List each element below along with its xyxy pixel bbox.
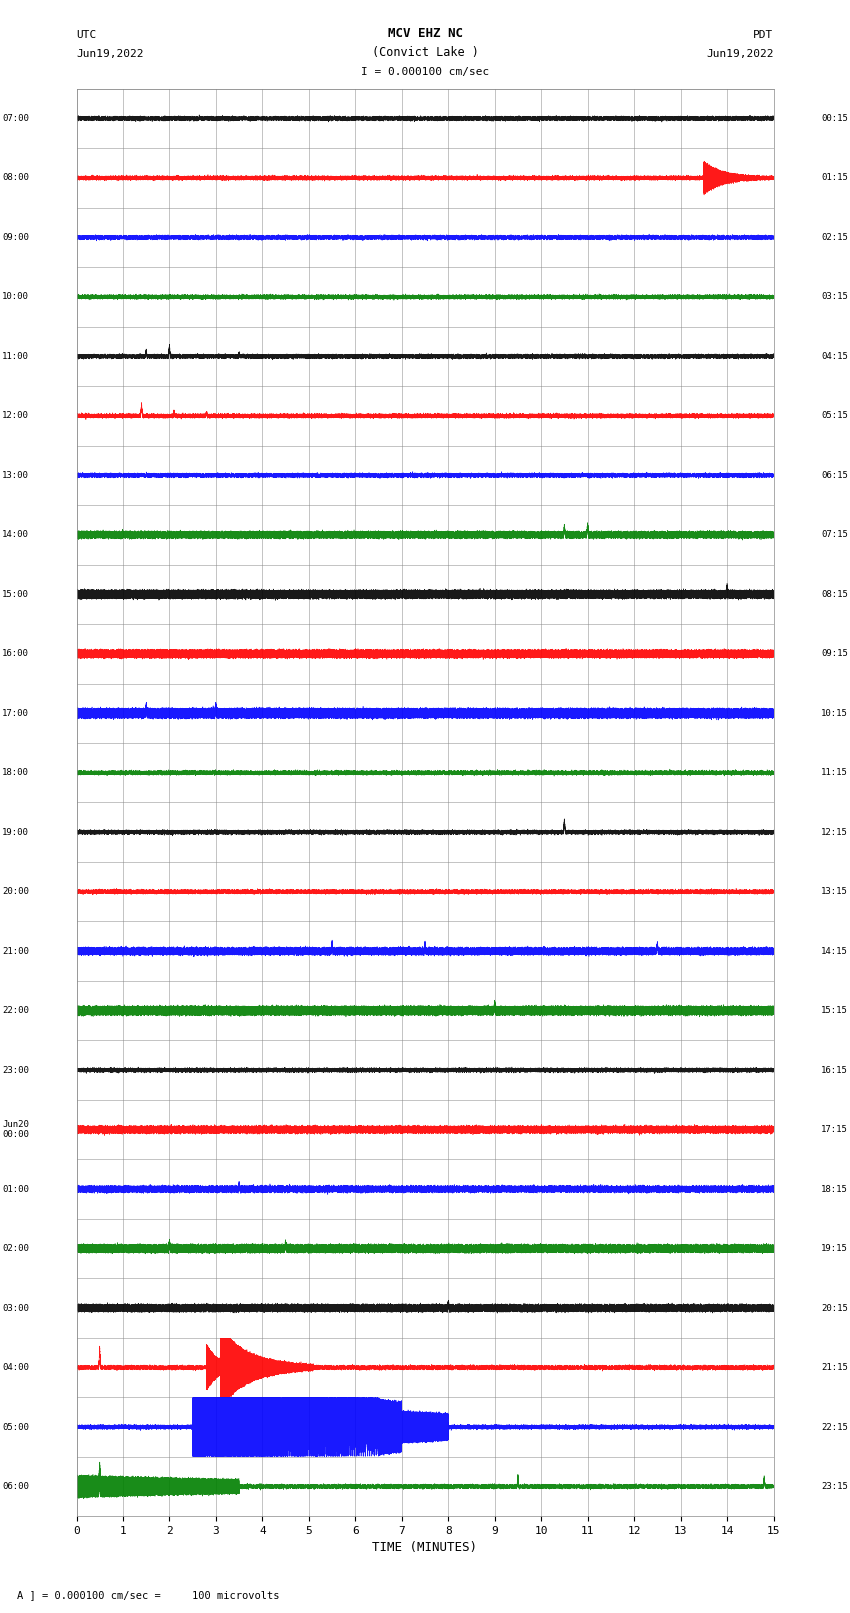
Text: 12:00: 12:00 — [3, 411, 29, 421]
Text: 07:00: 07:00 — [3, 115, 29, 123]
Text: 05:00: 05:00 — [3, 1423, 29, 1431]
Text: 08:15: 08:15 — [821, 590, 847, 598]
Text: 20:15: 20:15 — [821, 1303, 847, 1313]
Text: 14:00: 14:00 — [3, 531, 29, 539]
Text: 02:00: 02:00 — [3, 1244, 29, 1253]
Text: PDT: PDT — [753, 31, 774, 40]
Text: 13:15: 13:15 — [821, 887, 847, 897]
Text: 17:00: 17:00 — [3, 708, 29, 718]
Text: 16:00: 16:00 — [3, 650, 29, 658]
Text: 04:15: 04:15 — [821, 352, 847, 361]
Text: 03:15: 03:15 — [821, 292, 847, 302]
Text: 22:15: 22:15 — [821, 1423, 847, 1431]
Text: 10:00: 10:00 — [3, 292, 29, 302]
Text: Jun20
00:00: Jun20 00:00 — [3, 1119, 29, 1139]
Text: 15:15: 15:15 — [821, 1007, 847, 1015]
Text: A ] = 0.000100 cm/sec =     100 microvolts: A ] = 0.000100 cm/sec = 100 microvolts — [17, 1590, 280, 1600]
X-axis label: TIME (MINUTES): TIME (MINUTES) — [372, 1542, 478, 1555]
Text: 09:00: 09:00 — [3, 232, 29, 242]
Text: UTC: UTC — [76, 31, 97, 40]
Text: 17:15: 17:15 — [821, 1126, 847, 1134]
Text: 18:15: 18:15 — [821, 1184, 847, 1194]
Text: 15:00: 15:00 — [3, 590, 29, 598]
Text: 04:00: 04:00 — [3, 1363, 29, 1373]
Text: 19:15: 19:15 — [821, 1244, 847, 1253]
Text: 20:00: 20:00 — [3, 887, 29, 897]
Text: 01:15: 01:15 — [821, 174, 847, 182]
Text: 23:00: 23:00 — [3, 1066, 29, 1074]
Text: 13:00: 13:00 — [3, 471, 29, 479]
Text: Jun19,2022: Jun19,2022 — [76, 48, 144, 58]
Text: 08:00: 08:00 — [3, 174, 29, 182]
Text: 07:15: 07:15 — [821, 531, 847, 539]
Text: 11:15: 11:15 — [821, 768, 847, 777]
Text: 21:00: 21:00 — [3, 947, 29, 955]
Text: 06:15: 06:15 — [821, 471, 847, 479]
Text: 05:15: 05:15 — [821, 411, 847, 421]
Text: 12:15: 12:15 — [821, 827, 847, 837]
Text: Jun19,2022: Jun19,2022 — [706, 48, 774, 58]
Text: 09:15: 09:15 — [821, 650, 847, 658]
Text: 00:15: 00:15 — [821, 115, 847, 123]
Text: 03:00: 03:00 — [3, 1303, 29, 1313]
Text: I = 0.000100 cm/sec: I = 0.000100 cm/sec — [361, 68, 489, 77]
Text: 19:00: 19:00 — [3, 827, 29, 837]
Text: 23:15: 23:15 — [821, 1482, 847, 1490]
Text: 02:15: 02:15 — [821, 232, 847, 242]
Text: (Convict Lake ): (Convict Lake ) — [371, 45, 479, 58]
Text: 06:00: 06:00 — [3, 1482, 29, 1490]
Text: 16:15: 16:15 — [821, 1066, 847, 1074]
Text: MCV EHZ NC: MCV EHZ NC — [388, 27, 462, 40]
Text: 21:15: 21:15 — [821, 1363, 847, 1373]
Text: 10:15: 10:15 — [821, 708, 847, 718]
Text: 18:00: 18:00 — [3, 768, 29, 777]
Text: 14:15: 14:15 — [821, 947, 847, 955]
Text: 22:00: 22:00 — [3, 1007, 29, 1015]
Text: 01:00: 01:00 — [3, 1184, 29, 1194]
Text: 11:00: 11:00 — [3, 352, 29, 361]
